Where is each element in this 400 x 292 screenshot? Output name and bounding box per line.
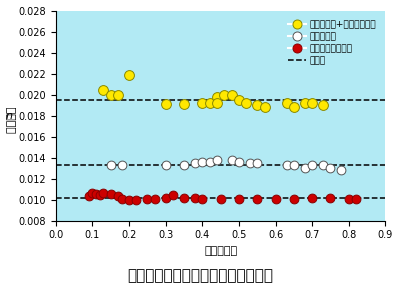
Point — [118, 163, 125, 167]
Point — [353, 196, 359, 201]
Point — [302, 166, 308, 171]
Point — [126, 72, 132, 77]
Point — [214, 95, 220, 99]
Point — [199, 101, 206, 105]
Point — [327, 195, 334, 200]
Point — [243, 101, 250, 105]
Point — [236, 159, 242, 164]
Point — [272, 196, 279, 201]
Point — [309, 101, 315, 105]
Point — [152, 196, 158, 201]
Text: 図２　フルード数と粗度係数の関係: 図２ フルード数と粗度係数の関係 — [127, 268, 273, 283]
Point — [192, 195, 198, 200]
Point — [254, 161, 260, 165]
Point — [218, 196, 224, 201]
Point — [309, 195, 315, 200]
Point — [320, 103, 326, 108]
Point — [115, 93, 121, 97]
Point — [89, 191, 96, 196]
Point — [96, 193, 103, 198]
Point — [199, 159, 206, 164]
Point — [192, 161, 198, 165]
Point — [162, 163, 169, 167]
Point — [181, 195, 187, 200]
Point — [327, 166, 334, 171]
Point — [214, 101, 220, 105]
Point — [261, 105, 268, 110]
Point — [221, 93, 228, 97]
Point — [338, 168, 345, 173]
Point — [228, 157, 235, 162]
Point — [254, 196, 260, 201]
Point — [170, 193, 176, 198]
Point — [162, 102, 169, 107]
Point — [133, 197, 140, 202]
Point — [291, 163, 297, 167]
Point — [346, 196, 352, 201]
Point — [100, 87, 107, 92]
Point — [86, 194, 92, 199]
Point — [236, 98, 242, 102]
Point — [144, 196, 150, 201]
Legend: 模擬摩耗板+玉石敷き並べ, 模擬摩耗板, 繊維補強モルタル, 平均値: 模擬摩耗板+玉石敷き並べ, 模擬摩耗板, 繊維補強モルタル, 平均値 — [284, 15, 381, 70]
Point — [291, 105, 297, 110]
Point — [181, 163, 187, 167]
Point — [199, 196, 206, 201]
Text: $n$: $n$ — [5, 111, 13, 121]
Point — [254, 103, 260, 108]
Point — [115, 194, 121, 199]
Point — [283, 163, 290, 167]
Point — [291, 196, 297, 201]
Point — [162, 195, 169, 200]
Point — [214, 157, 220, 162]
Point — [108, 163, 114, 167]
Y-axis label: 粗度係数  : 粗度係数 — [7, 99, 17, 133]
Point — [118, 196, 125, 201]
Point — [181, 102, 187, 107]
Point — [302, 101, 308, 105]
Point — [126, 197, 132, 202]
X-axis label: フルード数: フルード数 — [204, 246, 237, 256]
Point — [283, 101, 290, 105]
Point — [247, 161, 253, 165]
Point — [236, 196, 242, 201]
Point — [100, 191, 107, 196]
Point — [206, 159, 213, 164]
Point — [309, 163, 315, 167]
Point — [93, 192, 99, 197]
Point — [108, 192, 114, 197]
Point — [228, 93, 235, 97]
Point — [206, 101, 213, 105]
Point — [320, 163, 326, 167]
Point — [108, 93, 114, 97]
